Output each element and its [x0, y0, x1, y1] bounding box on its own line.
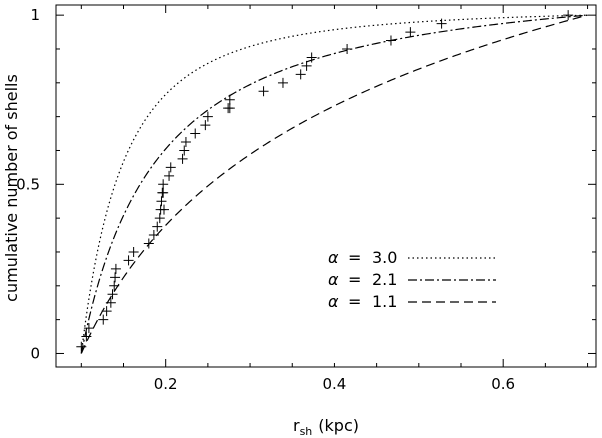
legend-entry: α = 3.0	[328, 248, 496, 267]
y-tick-label: 0	[30, 344, 40, 362]
data-point	[110, 272, 121, 283]
data-point	[436, 18, 447, 29]
data-point	[342, 43, 353, 54]
x-axis-label: rsh (kpc)	[293, 416, 359, 438]
data-point	[76, 341, 87, 352]
data-point	[277, 77, 288, 88]
curve-dotted	[80, 14, 588, 354]
data-point	[83, 323, 94, 334]
data-point	[159, 204, 169, 215]
data-point	[190, 128, 201, 139]
x-tick-label: 0.2	[154, 375, 178, 393]
data-point	[177, 153, 188, 164]
data-point	[123, 255, 134, 266]
data-point	[180, 137, 191, 148]
data-point	[128, 246, 139, 257]
y-tick-label: 1	[30, 6, 40, 24]
data-point	[109, 280, 120, 291]
legend-alpha-symbol: α	[328, 248, 339, 267]
data-point	[165, 162, 176, 173]
x-axis-label-main: r	[293, 416, 300, 435]
data-point	[202, 111, 213, 122]
curve-dashed	[80, 14, 588, 354]
y-axis-label: cumulative number of shells	[2, 74, 21, 302]
data-point	[81, 331, 92, 342]
tick-labels: 0.2 0.4 0.6 0 0.5 1	[16, 6, 515, 393]
data-point	[156, 196, 167, 207]
legend-entry: α = 1.1	[328, 292, 496, 311]
legend: α = 3.0 α = 2.1 α = 1.1	[328, 248, 496, 311]
legend-equals: =	[348, 270, 361, 289]
data-point	[110, 263, 121, 274]
data-point	[154, 213, 165, 224]
legend-value: 3.0	[372, 248, 397, 267]
x-axis-label-unit: (kpc)	[318, 416, 359, 435]
legend-value: 2.1	[372, 270, 397, 289]
y-tick-label: 0.5	[16, 175, 40, 193]
data-point	[385, 35, 396, 46]
legend-value: 1.1	[372, 292, 397, 311]
data-point	[105, 297, 116, 308]
data-point	[295, 69, 306, 80]
data-point	[179, 145, 190, 156]
observed-points	[76, 10, 574, 352]
data-point	[405, 27, 416, 38]
data-point	[258, 86, 269, 97]
data-point	[98, 314, 109, 325]
data-point	[164, 170, 175, 181]
model-curves	[80, 14, 588, 354]
x-tick-label: 0.4	[323, 375, 347, 393]
data-point	[143, 238, 154, 249]
x-tick-label: 0.6	[491, 375, 515, 393]
x-axis-label-subscript: sh	[300, 425, 313, 438]
data-point	[301, 60, 312, 71]
data-point	[158, 179, 169, 190]
data-point	[224, 103, 235, 114]
legend-alpha-symbol: α	[328, 292, 339, 311]
data-point	[224, 94, 235, 105]
data-point	[200, 120, 211, 131]
data-point	[152, 221, 163, 232]
legend-entry: α = 2.1	[328, 270, 496, 289]
curve-dashdot	[80, 14, 588, 354]
plot-frame	[55, 4, 597, 368]
legend-equals: =	[348, 292, 361, 311]
ticks	[56, 5, 596, 367]
data-point	[158, 187, 169, 198]
data-point	[306, 52, 317, 63]
legend-equals: =	[348, 248, 361, 267]
legend-alpha-symbol: α	[328, 270, 339, 289]
data-point	[563, 10, 574, 21]
data-point	[107, 289, 118, 300]
data-point	[148, 230, 159, 241]
data-point	[101, 306, 112, 317]
